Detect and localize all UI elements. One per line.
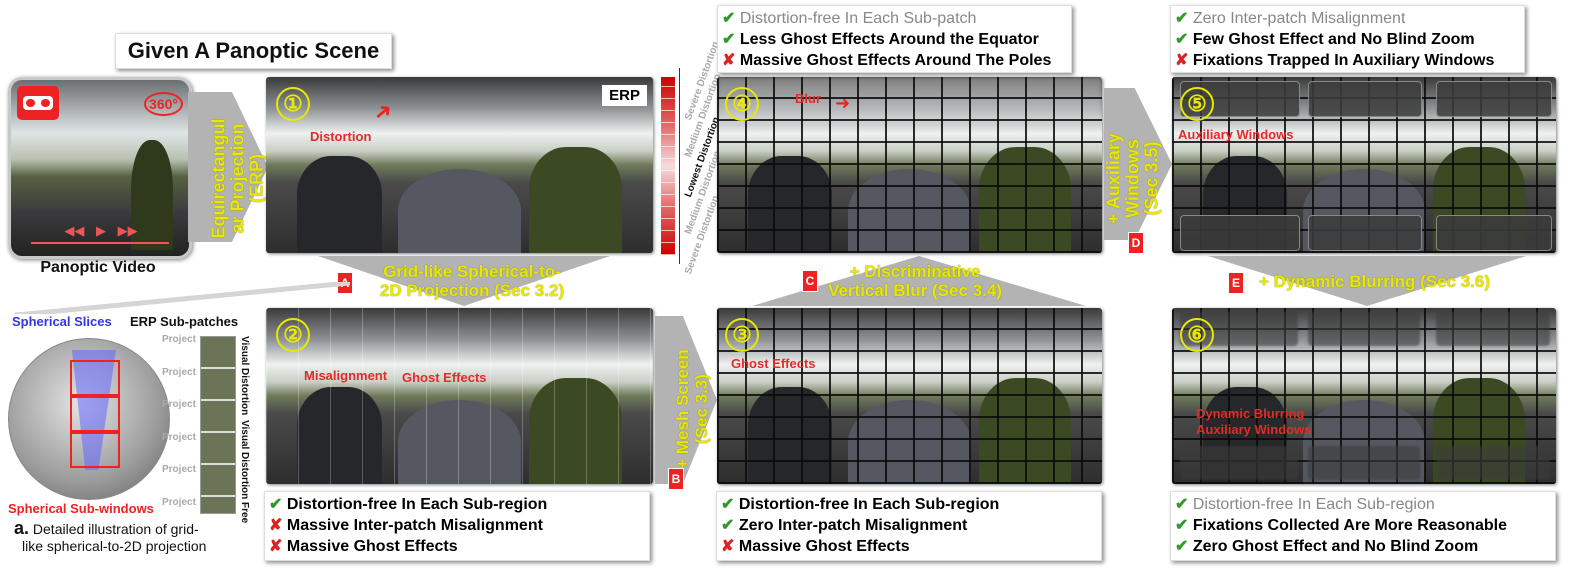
panel-6-dynamic-blurring: ⑥ Dynamic Blurring Auxiliary Windows: [1172, 308, 1556, 484]
page-title: Given A Panoptic Scene: [127, 38, 380, 63]
panel-5-auxiliary-windows: ⑤ Auxiliary Windows: [1172, 77, 1556, 253]
step-b-label: + Mesh Screen (Sec 3.3): [673, 349, 711, 469]
auxiliary-windows-label: Auxiliary Windows: [1178, 127, 1294, 142]
panel-3-ghost-label: Ghost Effects: [731, 356, 816, 371]
panel-3-number: ③: [725, 318, 759, 352]
blur-label: Blur: [795, 91, 821, 106]
box-2-line-3: ✘ Massive Ghost Effects: [269, 538, 458, 555]
panel-2-number: ②: [276, 318, 310, 352]
blur-arrow-icon: ➜: [835, 93, 851, 113]
panel-4-number: ④: [725, 87, 759, 121]
box-5-line-1: ✔ Zero Inter-patch Misalignment: [1175, 10, 1406, 27]
box-6-line-3: ✔ Zero Ghost Effect and No Blind Zoom: [1175, 538, 1479, 555]
sphere-subwindow-3: [70, 432, 120, 468]
video-caption: Panoptic Video: [40, 259, 156, 276]
box-panel-3: ✔ Distortion-free In Each Sub-region ✔ Z…: [716, 491, 1102, 561]
progress-bar[interactable]: [31, 242, 169, 244]
box-3-line-3: ✘ Massive Ghost Effects: [721, 538, 910, 555]
box-5-line-2: ✔ Few Ghost Effect and No Blind Zoom: [1175, 31, 1475, 48]
project-labels: Project Project Project Project Project …: [162, 334, 196, 508]
panel-6-number: ⑥: [1180, 318, 1214, 352]
panel-1-erp: ① Distortion ➜ ERP: [266, 77, 653, 253]
panel-1-number: ①: [276, 87, 310, 121]
figure-caption: a. Detailed illustration of grid- like s…: [14, 518, 207, 554]
panel-4-vertical-blur: ④ Blur ➜: [717, 77, 1102, 253]
aux-window-bottom-1: [1180, 215, 1300, 251]
box-2-line-1: ✔ Distortion-free In Each Sub-region: [269, 496, 548, 513]
ghost-effects-label: Ghost Effects: [402, 370, 487, 385]
sphere-subwindow-2: [70, 396, 120, 432]
spherical-subwindows-label: Spherical Sub-windows: [8, 501, 154, 516]
player-controls[interactable]: ◀◀ ▶ ▶▶: [51, 223, 151, 238]
distortion-label: Distortion: [310, 129, 372, 144]
erp-tag: ERP: [602, 85, 647, 106]
box-4-line-2: ✔ Less Ghost Effects Around the Equator: [722, 31, 1039, 48]
distortion-arrow-icon: ➜: [367, 96, 398, 128]
step-e-label: + Dynamic Blurring (Sec 3.6): [1259, 272, 1490, 291]
dynamic-blurring-label: Dynamic Blurring Auxiliary Windows: [1196, 406, 1312, 437]
distortion-scale-axis: [679, 68, 680, 264]
step-d-label: + Auxiliary Windows (Sec 3.5): [1103, 133, 1162, 224]
box-6-line-1: ✔ Distortion-free In Each Sub-region: [1175, 496, 1435, 513]
aux-window-top-2: [1308, 81, 1422, 117]
erp-subpatch-strip: [200, 336, 236, 514]
box-6-line-2: ✔ Fixations Collected Are More Reasonabl…: [1175, 517, 1508, 534]
box-panel-4: ✔ Distortion-free In Each Sub-patch ✔ Le…: [717, 5, 1072, 73]
panel-2-grid-projection: ② Misalignment Ghost Effects: [266, 308, 653, 484]
step-e-badge: E: [1228, 272, 1244, 294]
step-a-label: Grid-like Spherical-to- 2D Projection (Se…: [379, 262, 565, 300]
forward-icon[interactable]: ▶▶: [117, 223, 138, 238]
panel-3-mesh-screen: ③ Ghost Effects: [717, 308, 1102, 484]
title-box: Given A Panoptic Scene: [115, 33, 392, 69]
distortion-scale-bar: [661, 77, 675, 255]
step-d-badge: D: [1128, 232, 1144, 254]
step-c-badge: C: [802, 270, 818, 292]
box-4-line-3: ✘ Massive Ghost Effects Around The Poles: [722, 52, 1052, 69]
box-2-line-2: ✘ Massive Inter-patch Misalignment: [269, 517, 543, 534]
box-3-line-1: ✔ Distortion-free In Each Sub-region: [721, 496, 1000, 513]
rewind-icon[interactable]: ◀◀: [64, 223, 85, 238]
spherical-slices-label: Spherical Slices: [12, 314, 112, 329]
box-3-line-2: ✔ Zero Inter-patch Misalignment: [721, 517, 968, 534]
panoptic-video-thumbnail: 360° ◀◀ ▶ ▶▶: [8, 77, 192, 259]
360-badge: 360°: [144, 92, 183, 116]
box-4-line-1: ✔ Distortion-free In Each Sub-patch: [722, 10, 977, 27]
box-5-line-3: ✘ Fixations Trapped In Auxiliary Windows: [1175, 52, 1495, 69]
aux-window-bottom-3: [1436, 215, 1552, 251]
misalignment-label: Misalignment: [304, 368, 388, 383]
step-b-badge: B: [668, 468, 684, 490]
visual-distortion-free-label: Visual Distortion Free: [239, 420, 250, 524]
box-panel-6: ✔ Distortion-free In Each Sub-region ✔ F…: [1170, 491, 1556, 561]
sphere-subwindow-1: [70, 360, 120, 396]
step-c-label: + Discriminative Vertical Blur (Sec 3.4): [828, 262, 1002, 300]
play-icon[interactable]: ▶: [96, 223, 106, 238]
aux-window-bottom-2: [1308, 215, 1422, 251]
erp-step-label: Equirectangul ar Projection (ERP): [208, 118, 267, 239]
vr-headset-icon: [17, 86, 59, 120]
box-panel-5: ✔ Zero Inter-patch Misalignment ✔ Few Gh…: [1170, 5, 1525, 73]
aux-window-top-3: [1436, 81, 1552, 117]
driver-silhouette: [131, 140, 173, 250]
erp-subpatches-label: ERP Sub-patches: [130, 314, 239, 329]
visual-distortion-label: Visual Distortion: [239, 336, 250, 416]
box-panel-2: ✔ Distortion-free In Each Sub-region ✘ M…: [264, 491, 650, 561]
panel-5-number: ⑤: [1180, 87, 1214, 121]
